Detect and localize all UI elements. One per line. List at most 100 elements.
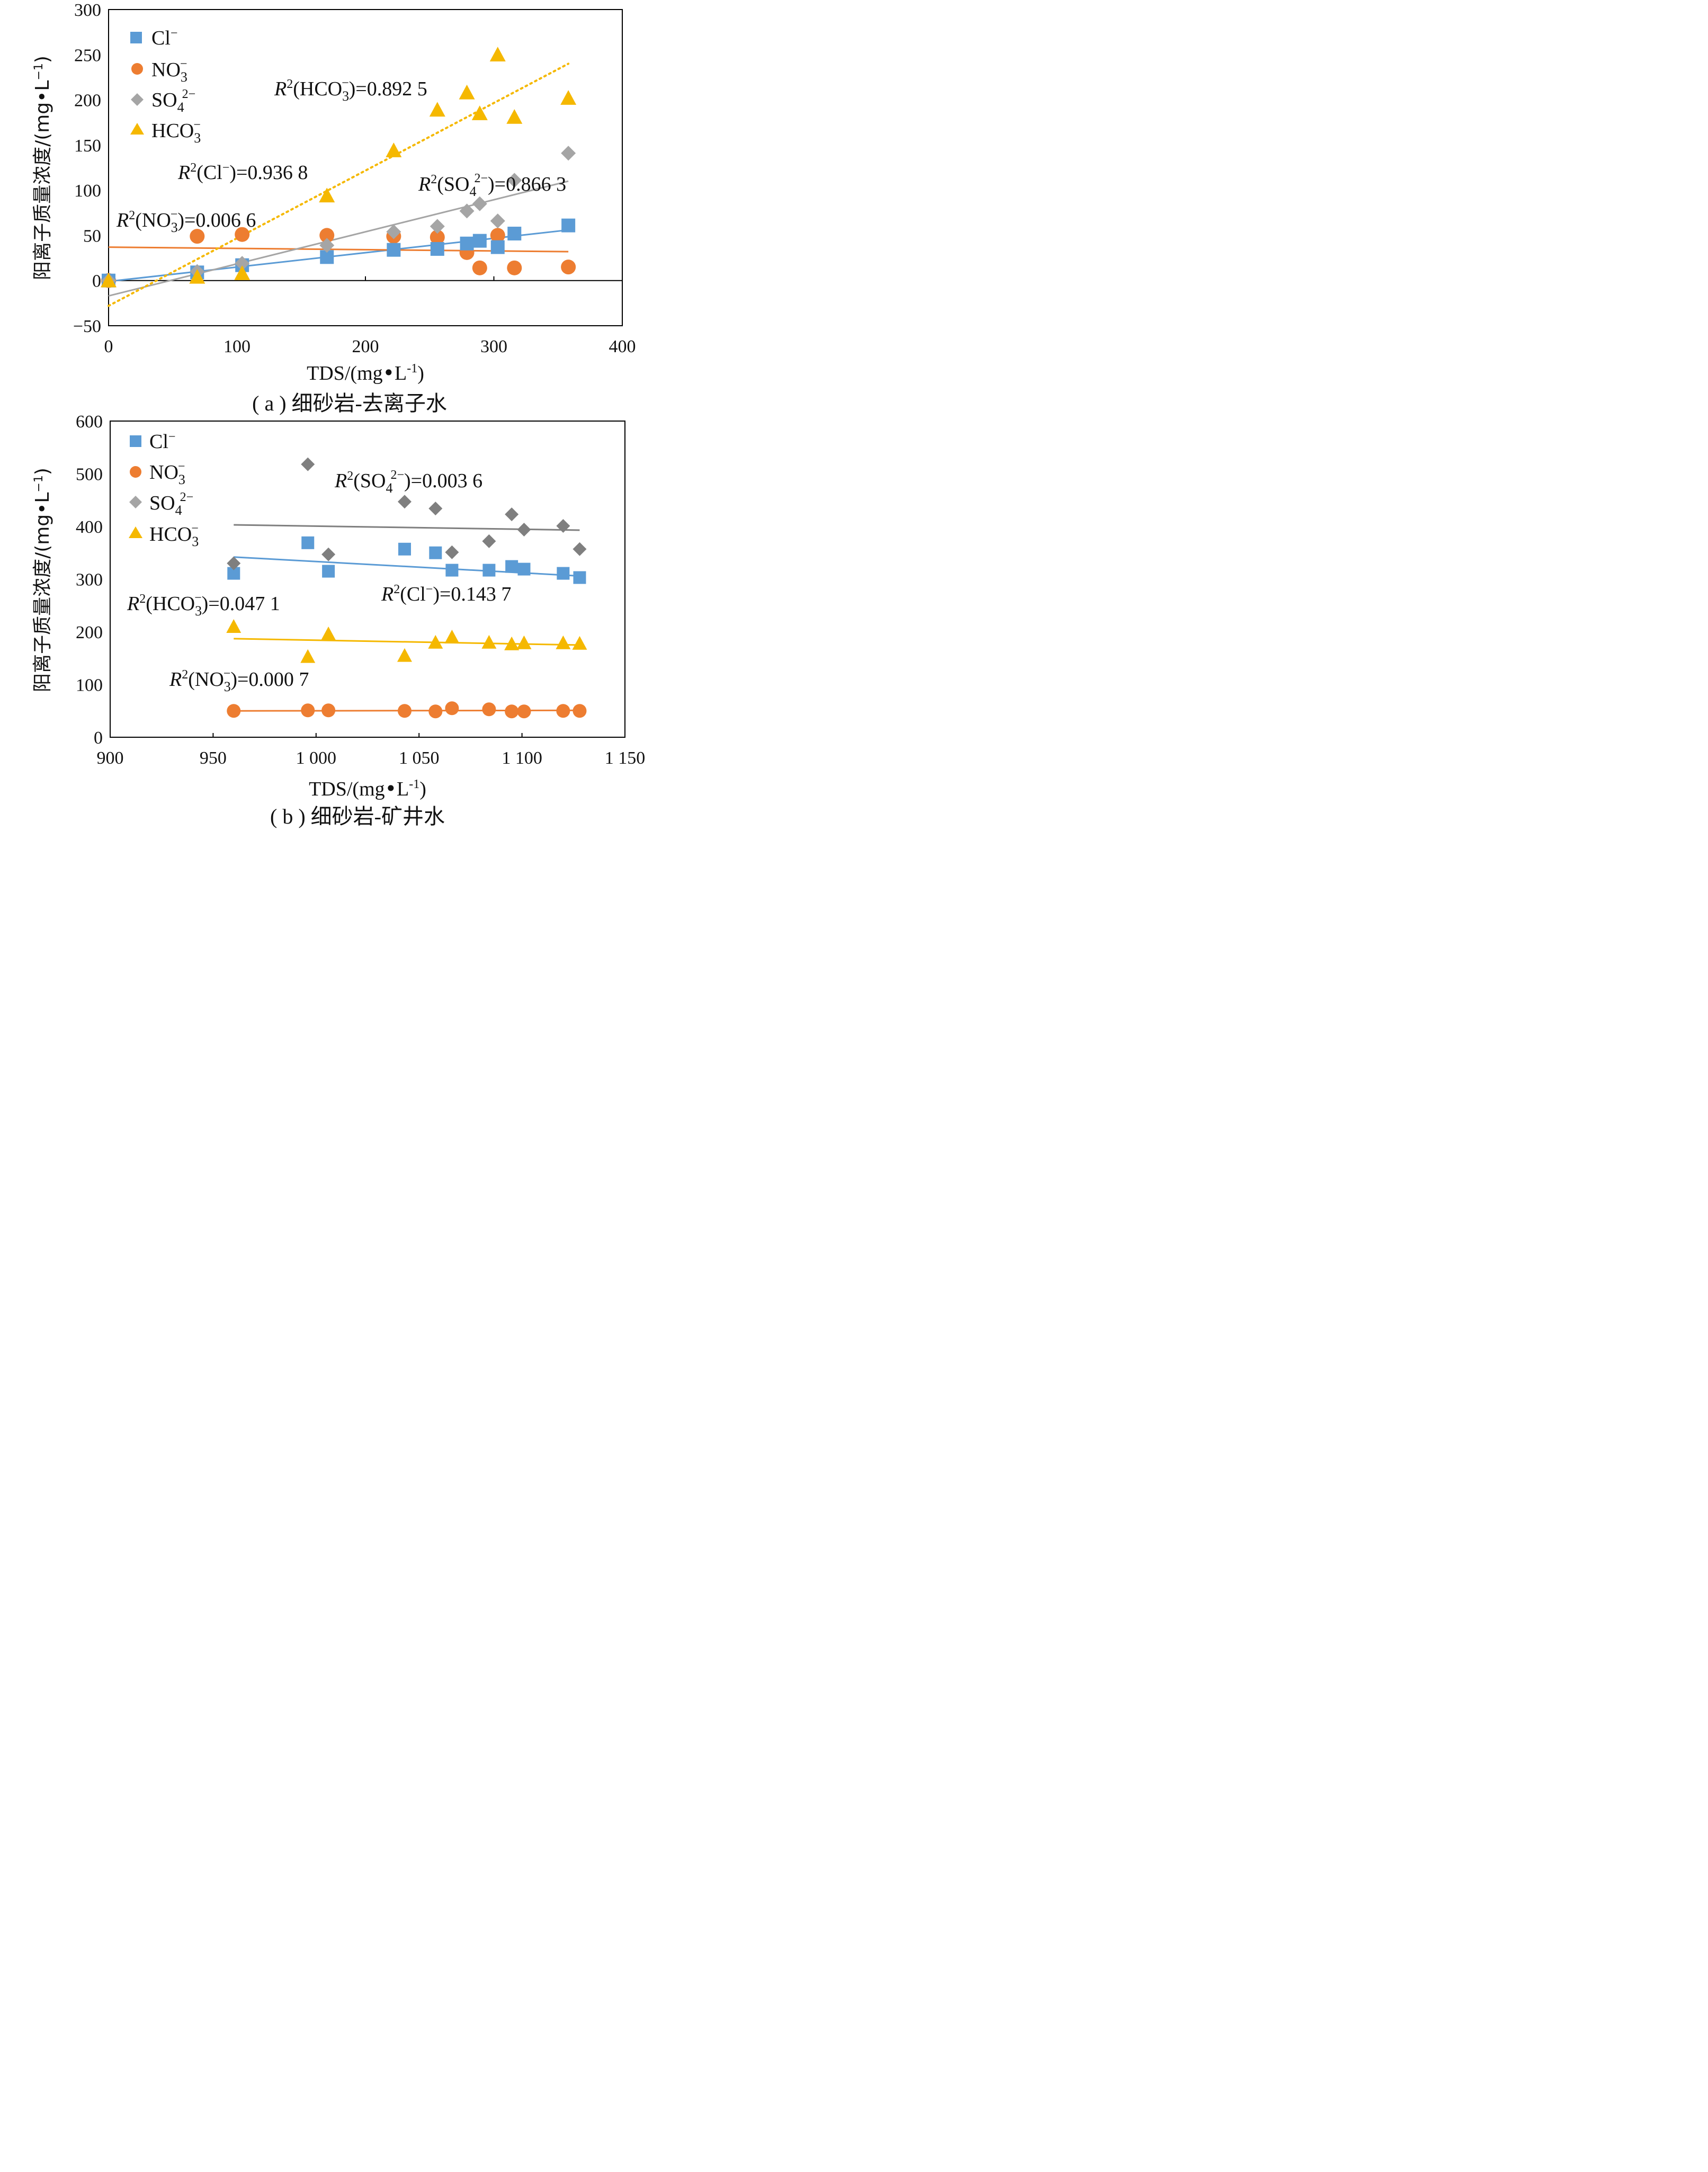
data-point-hco3 — [516, 635, 532, 649]
data-point-hco3 — [506, 109, 523, 124]
data-point-no3 — [482, 702, 496, 717]
data-point-cl — [301, 536, 315, 549]
y-axis-title-b: 阳离子质量浓度/(mg•L−1) — [32, 468, 53, 692]
chart-panel-b: 900 950 1 000 1 050 1 100 1 150 600 500 400 300 20… — [32, 412, 645, 828]
data-point-hco3 — [386, 142, 402, 157]
data-point-no3 — [428, 704, 443, 719]
data-point-so4 — [517, 522, 531, 537]
r2-label-no3-a: R2(NO3−)=0.006 6 — [116, 208, 256, 235]
y-tick-label: 200 — [76, 623, 103, 642]
legend-marker-so4-b — [129, 496, 142, 508]
data-point-hco3 — [572, 636, 587, 650]
data-point-no3 — [190, 229, 205, 244]
data-points-b — [226, 457, 587, 719]
data-point-no3 — [227, 704, 241, 718]
data-point-so4 — [482, 534, 496, 548]
legend-a: Cl− NO3− SO42− HCO3− — [130, 26, 201, 146]
x-tick-label: 0 — [104, 337, 113, 356]
x-tick-label: 1 150 — [605, 748, 646, 768]
x-tick-label: 950 — [200, 748, 227, 768]
data-point-cl — [430, 242, 444, 256]
y-tick-label: 600 — [76, 412, 103, 432]
data-point-cl — [490, 240, 505, 254]
data-point-so4 — [507, 173, 522, 188]
data-point-no3 — [301, 703, 315, 718]
data-point-cl — [387, 243, 401, 257]
legend-label-no3: NO3− — [151, 57, 187, 85]
data-point-hco3 — [319, 187, 335, 203]
legend-label-hco3: HCO3− — [151, 118, 201, 146]
data-point-hco3 — [444, 629, 460, 643]
data-point-so4 — [561, 146, 576, 161]
legend-marker-cl-b — [130, 435, 141, 447]
x-tick-label: 300 — [480, 337, 507, 356]
data-point-cl — [322, 565, 335, 578]
data-point-no3 — [321, 703, 336, 718]
r2-label-cl-b: R2(Cl−)=0.143 7 — [381, 583, 511, 605]
legend-marker-cl — [130, 32, 142, 43]
r2-label-hco3-a: R2(HCO3−)=0.892 5 — [274, 76, 427, 104]
data-point-no3 — [556, 704, 570, 718]
trend-line-so4 — [108, 180, 569, 297]
data-point-so4 — [227, 556, 241, 570]
data-point-hco3 — [471, 105, 488, 120]
y-tick-label: 400 — [76, 517, 103, 537]
x-axis-title-b: TDS/(mg•L-1) — [309, 777, 426, 800]
legend-label-no3-b: NO3− — [149, 460, 185, 487]
legend-marker-so4 — [131, 93, 144, 106]
data-point-no3 — [490, 228, 505, 243]
data-point-hco3 — [459, 84, 475, 100]
legend-label-hco3-b: HCO3− — [149, 522, 199, 549]
data-point-no3 — [505, 704, 519, 719]
y-tick-label: 300 — [74, 1, 101, 20]
axes-b: 900 950 1 000 1 050 1 100 1 150 600 500 400 300 20… — [76, 412, 645, 768]
data-point-so4 — [428, 502, 443, 516]
x-tick-label: 900 — [97, 748, 124, 768]
data-point-cl — [517, 562, 531, 576]
y-tick-label: 50 — [83, 226, 101, 246]
data-point-cl — [557, 567, 570, 580]
y-tick-label: 100 — [74, 181, 101, 201]
data-point-cl — [398, 542, 411, 556]
data-point-hco3 — [504, 636, 520, 650]
x-tick-label: 400 — [609, 337, 636, 356]
caption-b: ( b ) 细砂岩-矿井水 — [270, 805, 445, 828]
data-point-cl — [460, 236, 474, 251]
data-point-so4 — [556, 519, 570, 533]
trend-line-hco3 — [108, 62, 570, 307]
data-point-cl — [505, 560, 518, 573]
data-point-hco3 — [556, 635, 571, 649]
data-point-so4 — [386, 224, 401, 239]
y-tick-label: 150 — [74, 136, 101, 156]
data-point-no3 — [397, 704, 412, 718]
data-point-so4 — [445, 545, 459, 559]
data-point-cl — [573, 571, 586, 584]
data-point-so4 — [321, 547, 336, 561]
y-tick-label: 300 — [76, 570, 103, 590]
data-point-hco3 — [560, 90, 577, 105]
data-point-so4 — [397, 495, 412, 509]
data-point-so4 — [235, 256, 250, 271]
data-point-hco3 — [489, 47, 506, 62]
data-points-a — [101, 47, 577, 288]
data-point-cl — [445, 564, 459, 577]
data-point-no3 — [430, 229, 445, 245]
data-point-no3 — [319, 228, 335, 243]
data-point-no3 — [235, 227, 250, 242]
data-point-hco3 — [397, 648, 412, 662]
data-point-hco3 — [189, 269, 205, 284]
data-point-cl — [472, 234, 487, 248]
data-point-no3 — [507, 260, 522, 275]
legend-marker-hco3-b — [129, 526, 142, 538]
r2-label-hco3-b: R2(HCO3−)=0.047 1 — [127, 591, 280, 619]
caption-a: ( a ) 细砂岩-去离子水 — [252, 391, 447, 415]
data-point-so4 — [573, 542, 587, 556]
data-point-hco3 — [321, 626, 336, 640]
data-point-so4 — [490, 213, 505, 229]
y-tick-label: 500 — [76, 465, 103, 485]
data-point-cl — [561, 218, 576, 233]
data-point-hco3 — [226, 619, 242, 633]
